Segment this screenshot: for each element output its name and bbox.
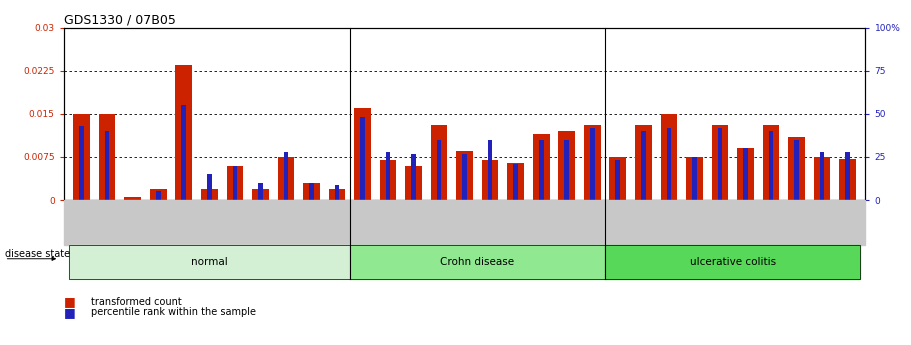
Bar — [385, 152, 390, 200]
Bar — [150, 189, 167, 200]
Bar — [303, 183, 320, 200]
Bar — [181, 105, 186, 200]
Bar — [227, 166, 243, 200]
Bar — [125, 197, 141, 200]
Bar — [539, 140, 544, 200]
Bar — [820, 152, 824, 200]
Bar — [711, 125, 728, 200]
Bar — [533, 134, 549, 200]
Bar — [283, 152, 288, 200]
Bar — [737, 148, 753, 200]
Bar — [431, 125, 447, 200]
Bar — [207, 174, 211, 200]
Bar — [839, 159, 855, 200]
Bar — [405, 166, 422, 200]
Text: disease state: disease state — [5, 249, 69, 258]
Bar — [380, 160, 396, 200]
Bar — [74, 114, 90, 200]
Text: GDS1330 / 07B05: GDS1330 / 07B05 — [64, 13, 176, 27]
Bar — [329, 189, 345, 200]
Bar — [667, 128, 671, 200]
Bar — [176, 65, 192, 200]
Bar — [99, 114, 116, 200]
Bar — [411, 154, 415, 200]
Bar — [686, 157, 702, 200]
Bar — [462, 154, 467, 200]
Text: normal: normal — [191, 257, 228, 267]
Bar — [616, 160, 620, 200]
Bar — [641, 131, 646, 200]
Text: transformed count: transformed count — [91, 297, 182, 307]
Bar — [105, 131, 109, 200]
Bar — [609, 157, 626, 200]
Bar — [456, 151, 473, 200]
Text: percentile rank within the sample: percentile rank within the sample — [91, 307, 256, 317]
Bar — [514, 164, 518, 200]
Bar — [584, 125, 600, 200]
Bar — [258, 183, 262, 200]
Bar — [482, 160, 498, 200]
Text: ulcerative colitis: ulcerative colitis — [690, 257, 776, 267]
Bar — [845, 152, 850, 200]
Bar — [788, 137, 804, 200]
Bar — [201, 189, 218, 200]
Bar — [309, 183, 313, 200]
Bar — [590, 128, 595, 200]
Bar — [565, 140, 569, 200]
Bar — [436, 140, 441, 200]
Bar — [635, 125, 651, 200]
Bar — [692, 157, 697, 200]
Bar — [718, 128, 722, 200]
Bar — [488, 140, 493, 200]
Text: ■: ■ — [64, 295, 76, 308]
Bar — [763, 125, 779, 200]
Bar — [354, 108, 371, 200]
Bar — [794, 140, 799, 200]
Bar — [660, 114, 677, 200]
Bar — [79, 126, 84, 200]
Bar — [156, 191, 160, 200]
Bar — [814, 157, 830, 200]
Bar — [278, 157, 294, 200]
Text: ■: ■ — [64, 306, 76, 319]
Text: Crohn disease: Crohn disease — [440, 257, 515, 267]
Bar — [743, 148, 748, 200]
Bar — [360, 117, 364, 200]
Bar — [507, 163, 524, 200]
Bar — [334, 185, 339, 200]
Bar — [252, 189, 269, 200]
Bar — [769, 131, 773, 200]
Bar — [558, 131, 575, 200]
Bar — [232, 166, 237, 200]
